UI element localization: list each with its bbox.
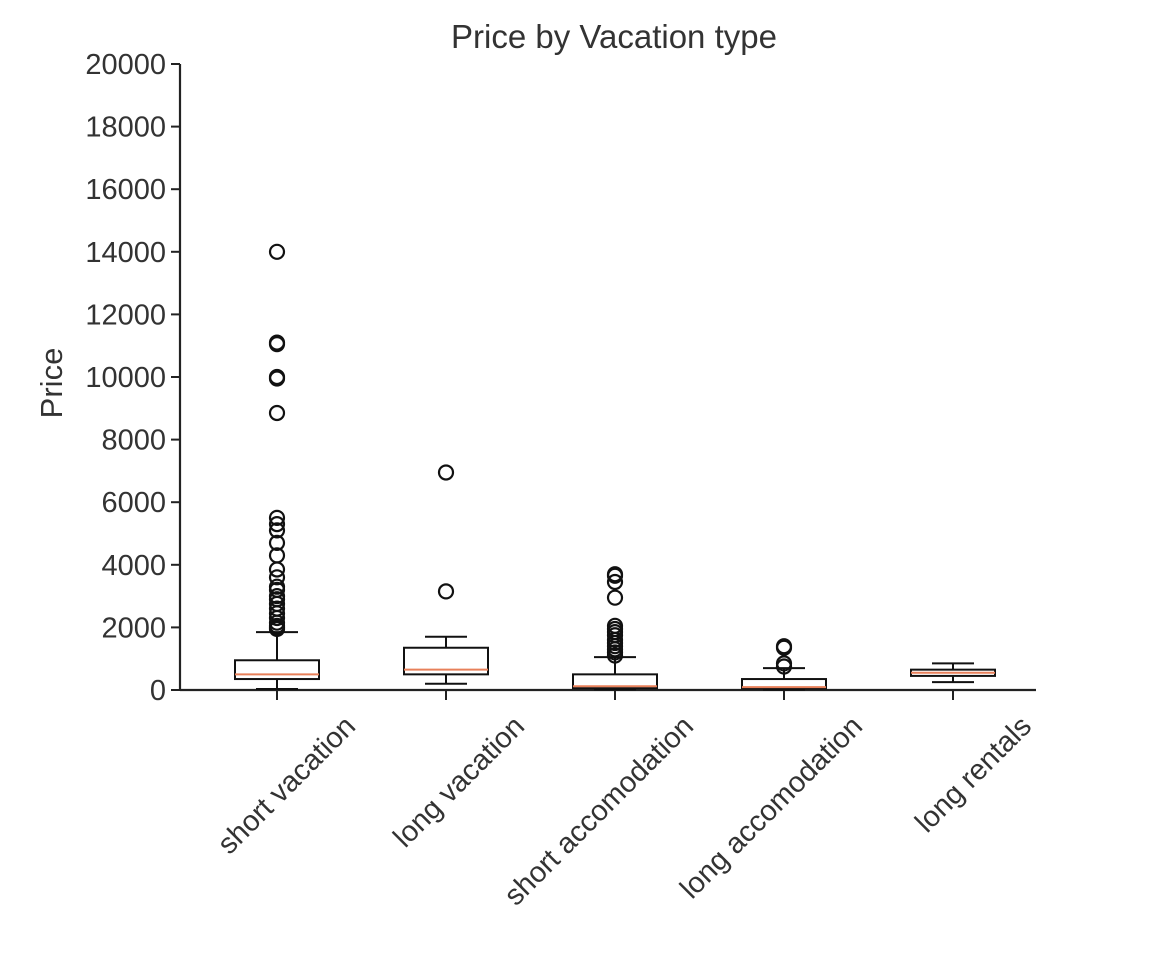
x-tick-label: long rentals <box>909 710 1038 839</box>
outlier-point <box>268 522 286 539</box>
outlier-point <box>268 578 286 595</box>
outlier-point <box>268 600 286 617</box>
outlier-point <box>775 638 793 655</box>
outlier-point <box>268 368 286 386</box>
outlier-point <box>268 547 286 564</box>
box-group <box>910 662 996 684</box>
outlier-point <box>268 569 286 586</box>
y-tick-label: 18000 <box>85 112 166 144</box>
y-tick-label: 0 <box>150 675 166 707</box>
box <box>741 678 827 690</box>
x-tick-label: short accomodation <box>498 710 700 912</box>
x-tick-label: short vacation <box>212 710 362 860</box>
y-axis: 0 2000 4000 6000 8000 10000 12000 14000 16000 180… <box>85 49 182 707</box>
outlier-point <box>268 509 286 526</box>
outlier-point <box>606 566 624 583</box>
y-tick-label: 2000 <box>101 612 166 644</box>
outlier-point <box>268 516 286 533</box>
y-tick-label: 16000 <box>85 174 166 206</box>
outlier-point <box>437 583 455 600</box>
y-axis-label-group: Price <box>34 348 69 419</box>
outlier-point <box>268 404 286 422</box>
x-tick-label: long accomodation <box>674 710 869 905</box>
box <box>572 673 658 690</box>
box-group <box>741 638 827 691</box>
outlier-point <box>268 534 286 551</box>
outlier-point <box>606 589 624 606</box>
box-series <box>234 243 996 691</box>
box-group <box>403 464 489 685</box>
y-tick-label: 8000 <box>101 425 166 457</box>
outlier-point <box>606 573 624 591</box>
x-tick-label: long vacation <box>387 710 530 853</box>
outlier-point <box>606 617 624 634</box>
outlier-point <box>268 243 286 260</box>
y-tick-label: 12000 <box>85 299 166 331</box>
box-group <box>234 243 320 691</box>
box <box>234 659 320 681</box>
y-axis-label: Price <box>34 348 69 419</box>
outlier-point <box>268 587 286 605</box>
outlier-point <box>437 464 455 481</box>
outlier-point <box>775 655 793 672</box>
y-tick-label: 20000 <box>85 49 166 81</box>
y-tick-label: 10000 <box>85 362 166 394</box>
box-group <box>572 566 658 691</box>
y-tick-label: 4000 <box>101 550 166 582</box>
outlier-point <box>268 334 286 351</box>
y-tick-label: 14000 <box>85 237 166 269</box>
y-tick-label: 6000 <box>101 487 166 519</box>
chart-title: Price by Vacation type <box>451 18 777 55</box>
